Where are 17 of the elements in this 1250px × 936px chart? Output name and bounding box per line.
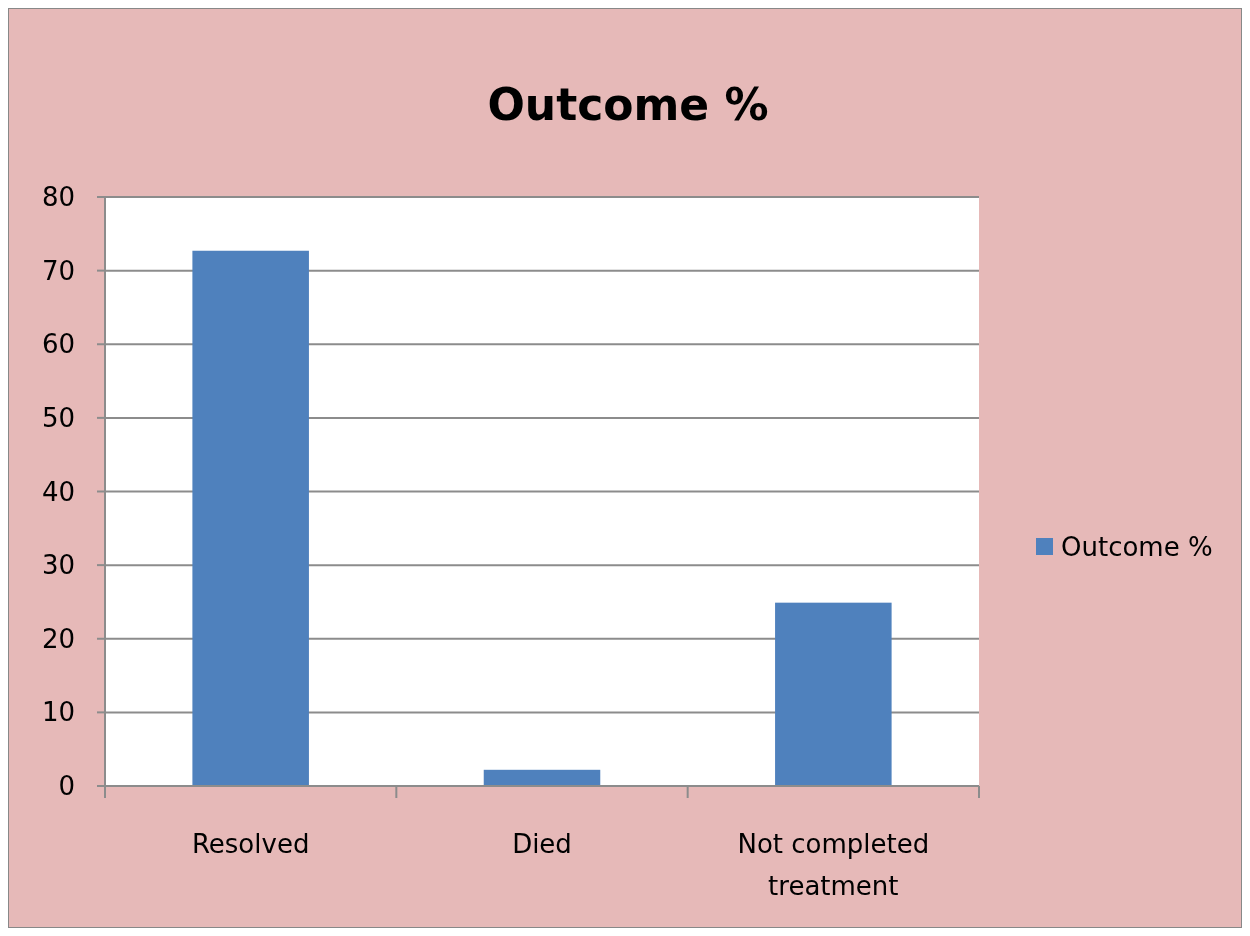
y-tick-label: 10 <box>41 697 75 728</box>
bar <box>192 250 309 786</box>
x-tick-label: Not completed treatment <box>737 829 930 901</box>
x-tick-label: Died <box>512 829 572 859</box>
chart-title: Outcome % <box>487 79 769 130</box>
y-tick-label: 40 <box>41 476 75 507</box>
legend-label: Outcome % <box>1061 532 1213 563</box>
x-tick-label: Resolved <box>191 829 310 859</box>
bar <box>775 602 892 786</box>
bar <box>483 769 601 786</box>
y-tick-label: 50 <box>41 402 75 433</box>
y-tick-label: 80 <box>41 182 75 213</box>
y-tick-label: 20 <box>41 623 75 654</box>
y-tick-label: 0 <box>58 771 75 802</box>
y-tick-label: 70 <box>41 255 75 286</box>
y-tick-label: 30 <box>41 550 75 581</box>
y-tick-label: 60 <box>41 329 75 360</box>
